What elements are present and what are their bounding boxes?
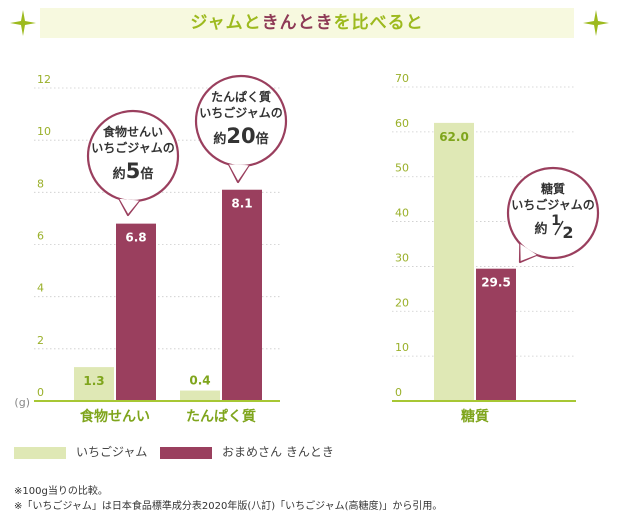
y-tick-label-1-60: 60 <box>395 117 409 130</box>
callout-0-0-tail-fill <box>119 198 140 214</box>
callout-1-0-line-2: いちごジャムの <box>511 197 594 212</box>
y-tick-label-0-0: 0 <box>37 386 44 399</box>
callout-1-0-denominator: 2 <box>562 223 573 242</box>
bar-value-label-0-0-1: 6.8 <box>125 231 146 245</box>
y-tick-label-1-70: 70 <box>395 72 409 85</box>
callout-0-0-big-number: 5 <box>126 159 141 183</box>
legend-item-strawberry: いちごジャム <box>14 444 147 460</box>
y-tick-label-0-12: 12 <box>37 73 51 86</box>
y-tick-label-0-10: 10 <box>37 125 51 138</box>
sparkle-left-icon <box>10 10 36 36</box>
x-category-label-0-1: たんぱく質 <box>186 408 256 425</box>
callout-1-0-circle <box>506 166 600 260</box>
bar-value-label-0-1-0: 0.4 <box>189 374 210 388</box>
chart: 024681012(g)1.36.8食物せんい0.48.1たんぱく質010203… <box>14 72 600 425</box>
callout-1-0-prefix: 約 <box>534 221 547 237</box>
x-category-label-1-0: 糖質 <box>461 408 489 425</box>
callout-1-0-fraction-slash <box>554 220 564 236</box>
y-tick-label-1-50: 50 <box>395 162 409 175</box>
callout-0-1-prefix: 約 <box>213 131 226 147</box>
bar-value-label-0-0-0: 1.3 <box>83 374 104 388</box>
callout-1-0-numerator: 1 <box>551 213 561 229</box>
callout-0-1-suffix: 倍 <box>256 131 269 147</box>
y-tick-label-1-30: 30 <box>395 251 409 264</box>
callout-0-0-prefix: 約 <box>113 166 126 182</box>
y-unit-label: (g) <box>14 396 30 409</box>
bar-1-0-0 <box>434 122 474 401</box>
callout-1-0-line-1: 糖質 <box>541 181 565 196</box>
footnote-2: ※「いちごジャム」は日本食品標準成分表2020年版(八訂)「いちごジャム(高糖度… <box>14 501 443 512</box>
x-category-label-0-0: 食物せんい <box>80 408 150 425</box>
callout-0-0-line-1: 食物せんい <box>102 124 163 139</box>
bar-0-1-0 <box>180 390 220 401</box>
sparkle-right-icon <box>583 10 609 36</box>
title-part-3: を比べると <box>333 13 424 33</box>
bar-0-0-0 <box>74 367 114 401</box>
title-part-1: ジャムと <box>190 13 262 33</box>
callout-0-0-suffix: 倍 <box>140 166 153 182</box>
callout-0-1-line-1: たんぱく質 <box>211 89 271 104</box>
y-tick-label-1-10: 10 <box>395 341 409 354</box>
callout-1-0-tail-fill <box>520 243 537 262</box>
legend-label-strawberry: いちごジャム <box>76 445 148 459</box>
legend-swatch-kintoki <box>160 446 212 459</box>
y-tick-label-0-8: 8 <box>37 177 44 190</box>
legend-item-kintoki: おまめさん きんとき <box>160 444 334 460</box>
title-part-2: きんとき <box>261 13 334 33</box>
bar-0-0-1 <box>116 223 156 401</box>
bar-1-0-1 <box>476 268 516 401</box>
legend-swatch-strawberry <box>14 446 66 459</box>
callout-0-1-ratio: 約20倍 <box>213 124 268 148</box>
footnote-1: ※100g当りの比較。 <box>14 486 108 497</box>
callout-0-0-line-2: いちごジャムの <box>91 140 174 155</box>
bar-value-label-1-0-1: 29.5 <box>481 276 511 290</box>
y-tick-label-1-0: 0 <box>395 386 402 399</box>
bar-value-label-0-1-1: 8.1 <box>231 197 252 211</box>
y-tick-label-0-2: 2 <box>37 334 44 347</box>
bar-value-label-1-0-0: 62.0 <box>439 130 469 144</box>
page-title: ジャムときんときを比べると <box>40 8 574 38</box>
callout-0-0-ratio: 約5倍 <box>113 159 154 183</box>
callout-0-1-line-2: いちごジャムの <box>199 105 282 120</box>
callout-0-1-tail-fill <box>229 164 249 181</box>
y-tick-label-0-4: 4 <box>37 282 44 295</box>
y-tick-label-0-6: 6 <box>37 230 44 243</box>
bar-0-1-1 <box>222 189 262 401</box>
title-band <box>40 8 574 38</box>
y-tick-label-1-20: 20 <box>395 296 409 309</box>
legend-label-kintoki: おまめさん きんとき <box>222 445 334 459</box>
footnotes: ※100g当りの比較。 ※「いちごジャム」は日本食品標準成分表2020年版(八訂… <box>14 484 442 514</box>
callout-0-1-big-number: 20 <box>226 124 255 148</box>
y-tick-label-1-40: 40 <box>395 207 409 220</box>
